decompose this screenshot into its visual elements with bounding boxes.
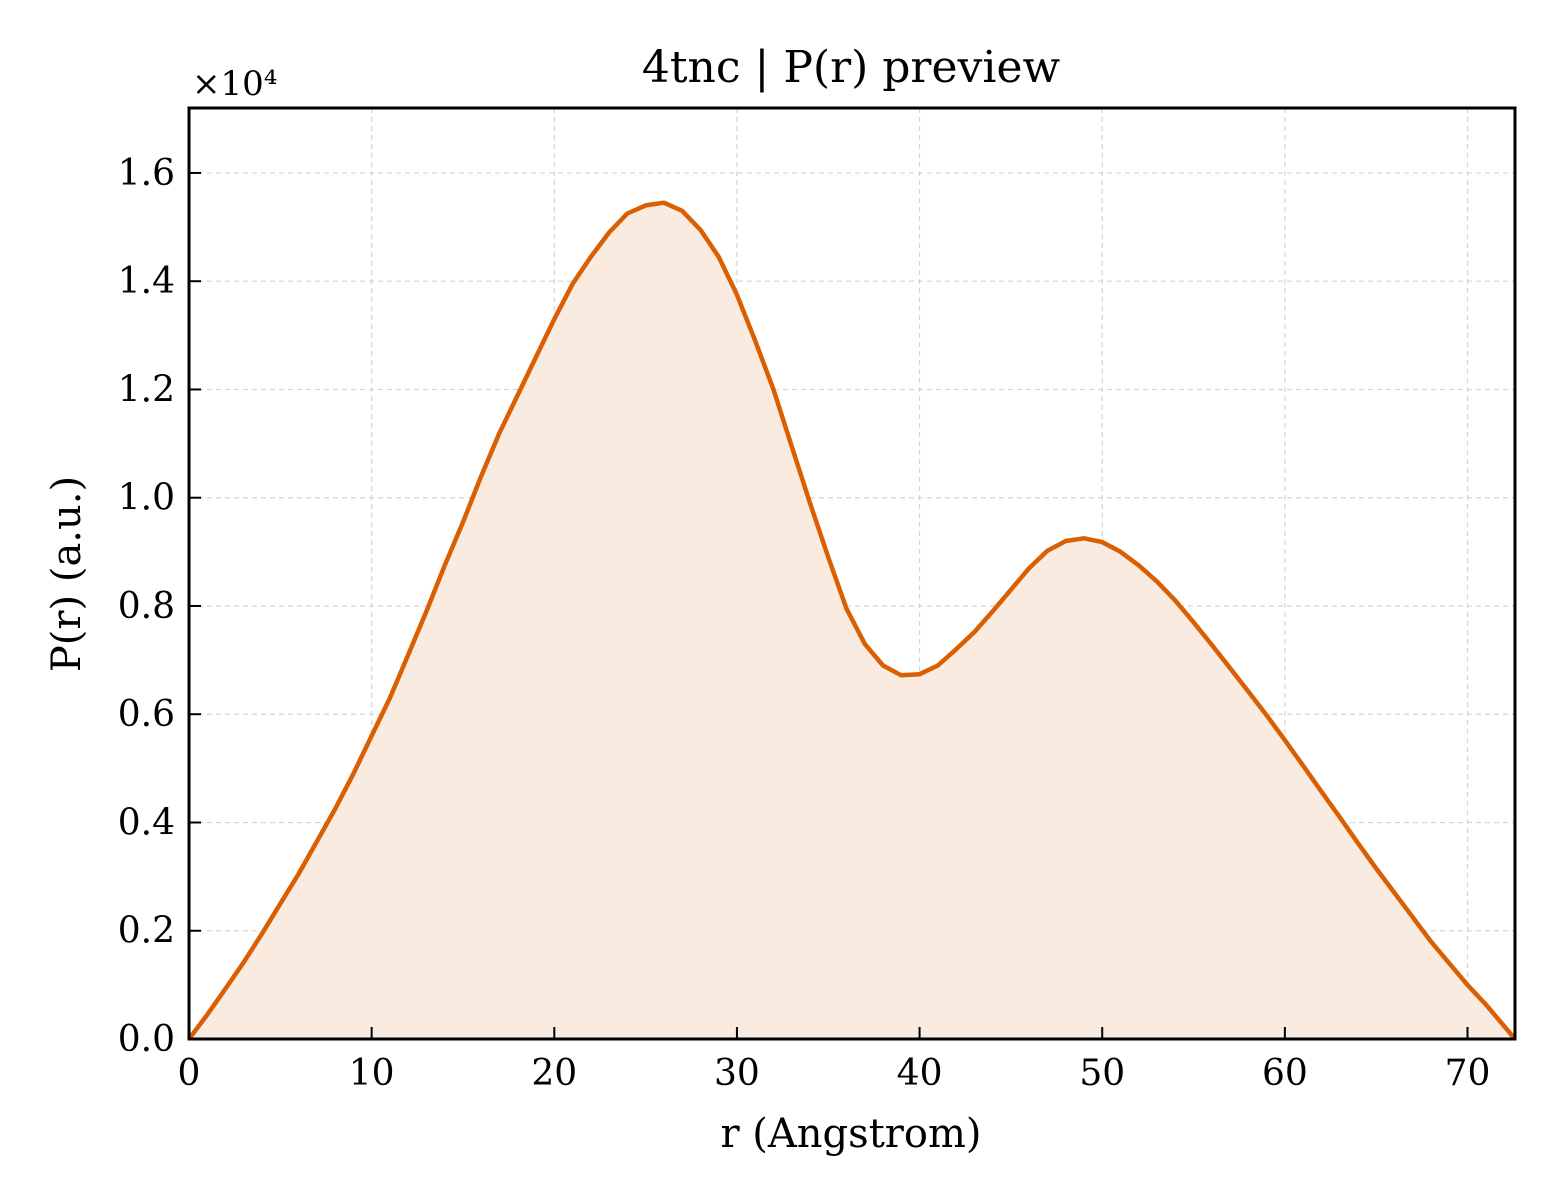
y-offset-label: ×10⁴	[192, 64, 277, 104]
x-tick-label: 50	[1079, 1053, 1125, 1094]
x-tick-label: 0	[178, 1053, 201, 1094]
ticks	[188, 171, 1469, 1040]
y-tick-label: 1.2	[118, 369, 175, 410]
x-tick-label: 60	[1262, 1053, 1308, 1094]
y-tick-label: 0.4	[118, 802, 175, 843]
y-tick-label: 1.0	[118, 478, 175, 519]
series-line	[187, 200, 1517, 1041]
x-tick-label: 10	[349, 1053, 395, 1094]
x-axis-label: r (Angstrom)	[720, 1111, 981, 1157]
y-tick-label: 0.2	[118, 911, 175, 952]
y-axis-label: P(r) (a.u.)	[44, 476, 90, 672]
y-tick-label: 1.4	[118, 261, 175, 302]
x-tick-label: 70	[1445, 1053, 1491, 1094]
chart-title: 4tnc | P(r) preview	[642, 42, 1061, 93]
y-tick-label: 1.6	[118, 153, 175, 194]
y-tick-label: 0.6	[118, 694, 175, 735]
x-tick-label: 40	[897, 1053, 943, 1094]
x-tick-label: 20	[531, 1053, 577, 1094]
y-tick-labels: 0.0 0.2 0.4 0.6 0.8 1.0 1.2 1.4 1.6	[118, 153, 175, 1060]
y-tick-label: 0.8	[118, 586, 175, 627]
y-tick-label: 0.0	[118, 1019, 175, 1060]
x-tick-label: 30	[714, 1053, 760, 1094]
plot-frame	[187, 106, 1517, 1041]
x-tick-labels: 0 10 20 30 40 50 60 70	[178, 1053, 1491, 1094]
